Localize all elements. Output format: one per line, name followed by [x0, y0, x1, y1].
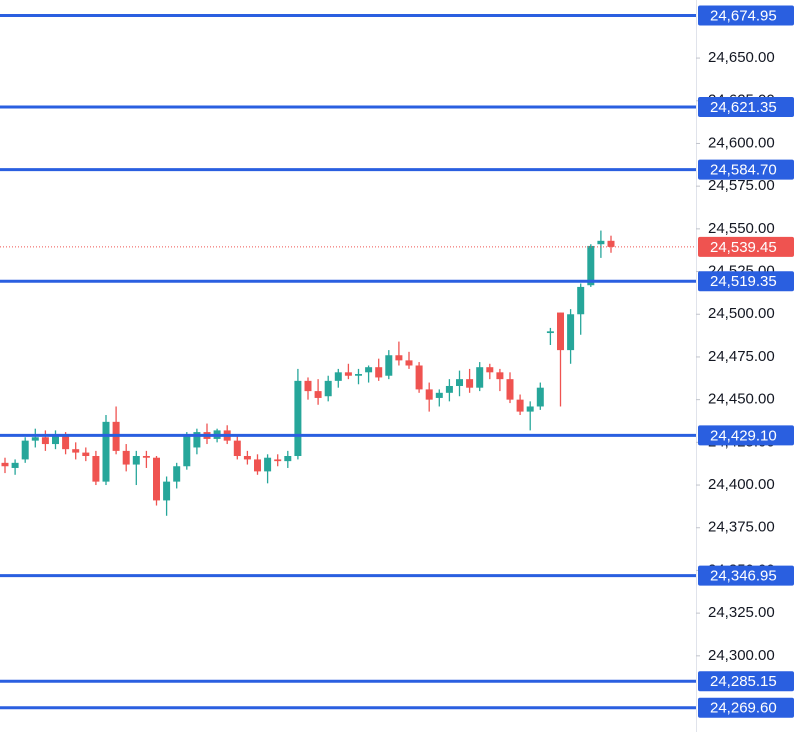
level-label-box [698, 96, 794, 117]
level-label: 24,269.60 [710, 700, 777, 717]
candle-body [476, 367, 484, 388]
candle-body [153, 457, 160, 501]
last-price-label-box [698, 236, 794, 257]
y-tick-label: 24,400.00 [708, 476, 775, 493]
candle-body [385, 355, 393, 376]
candle-body [254, 459, 261, 472]
candle-body [557, 312, 564, 351]
y-tick-label: 24,600.00 [708, 134, 775, 151]
candle-body [445, 385, 453, 393]
candle-body [456, 379, 463, 386]
level-label: 24,285.15 [710, 673, 777, 690]
candle-body [526, 406, 534, 412]
candle-body [193, 432, 201, 448]
y-tick-label: 24,575.00 [708, 177, 775, 194]
level-label: 24,429.10 [710, 427, 777, 444]
candle-body [486, 367, 494, 373]
level-label-box [698, 5, 794, 26]
candle-body [355, 374, 362, 376]
candle-body [435, 392, 443, 398]
candle-body [163, 481, 171, 501]
candle-body [395, 355, 403, 361]
candle-body [183, 435, 191, 467]
level-label-box [698, 671, 794, 692]
level-label: 24,519.35 [710, 273, 777, 290]
candle-body [607, 240, 615, 247]
y-tick-label: 24,300.00 [708, 647, 775, 664]
candle-body [264, 457, 272, 472]
candle-body [536, 387, 544, 407]
level-label-box [698, 159, 794, 180]
candle-body [31, 437, 39, 441]
candle-body [294, 380, 302, 457]
candle-body [405, 360, 413, 366]
candle-body [425, 389, 433, 400]
candle-body [41, 437, 49, 445]
level-label: 24,584.70 [710, 162, 777, 179]
candle-body [314, 391, 322, 398]
candle-body [365, 367, 373, 373]
candle-body [375, 367, 383, 378]
level-label-box [698, 425, 794, 446]
candle-body [506, 379, 514, 400]
level-label: 24,674.95 [710, 7, 777, 24]
candle-body [567, 314, 575, 351]
candle-body [546, 331, 554, 334]
candle-body [122, 450, 130, 465]
y-tick-label: 24,375.00 [708, 519, 775, 536]
candle-body [11, 462, 19, 468]
y-tick-label: 24,475.00 [708, 348, 775, 365]
candle-body [466, 379, 474, 388]
candle-body [415, 365, 423, 390]
candle-body [516, 399, 524, 412]
y-tick-label: 24,550.00 [708, 220, 775, 237]
candle-body [334, 372, 342, 381]
candle-body [496, 372, 504, 380]
candle-body [52, 435, 59, 445]
candle-body [21, 440, 29, 460]
candle-body [173, 466, 181, 482]
candle-body [344, 372, 352, 376]
y-tick-label: 24,500.00 [708, 305, 775, 322]
candle-body [142, 456, 150, 458]
candle-body [102, 421, 110, 482]
candle-body [587, 245, 595, 286]
last-price-label: 24,539.45 [710, 239, 777, 256]
candle-body [274, 459, 282, 462]
y-tick-label: 24,325.00 [708, 604, 775, 621]
candle-body [304, 380, 312, 392]
candle-body [284, 456, 292, 462]
candle-body [1, 462, 9, 467]
candle-body [324, 380, 332, 397]
level-label-box [698, 697, 794, 718]
level-label: 24,621.35 [710, 99, 777, 116]
level-label-box [698, 565, 794, 586]
candle-body [92, 456, 100, 482]
candle-body [72, 449, 80, 453]
level-label: 24,346.95 [710, 568, 777, 585]
candle-body [597, 240, 605, 245]
candle-body [243, 456, 251, 460]
candle-body [62, 435, 70, 450]
y-tick-label: 24,650.00 [708, 49, 775, 66]
candle-body [233, 440, 241, 457]
level-label-box [698, 271, 794, 292]
y-tick-label: 24,450.00 [708, 391, 775, 408]
candle-body [132, 456, 140, 465]
candle-body [577, 286, 585, 315]
candle-body [82, 452, 90, 457]
